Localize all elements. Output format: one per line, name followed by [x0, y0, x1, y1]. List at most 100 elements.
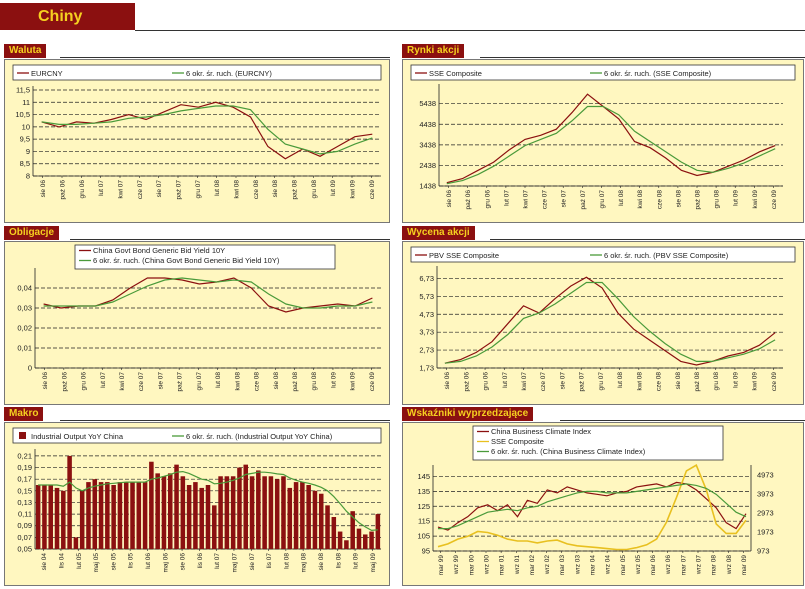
chart-waluta: EURCNY 6 okr. śr. ruch. (EURCNY) 8 8,5 9 9,5 1… — [12, 64, 382, 200]
x-tick-label: gru 07 — [196, 372, 203, 391]
x-tick-label: kwi 08 — [234, 372, 241, 391]
x-tick-label: lut 09 — [330, 372, 337, 388]
y-tick-label: 0,07 — [17, 533, 32, 542]
panel-title-rynki: Rynki akcji — [402, 44, 465, 58]
bar — [356, 528, 362, 549]
x-tick-label: mar 00 — [468, 555, 475, 576]
bar — [369, 531, 374, 549]
panel-rule-rynki — [480, 57, 805, 58]
bar — [61, 490, 66, 549]
y-tick-label: 135 — [417, 487, 430, 496]
y-tick-label: 8 — [26, 172, 30, 181]
series-line-2 — [444, 281, 776, 364]
x-tick-label: kwi 07 — [119, 372, 126, 391]
y-tick-label: 5438 — [419, 99, 436, 108]
x-tick-label: wrz 03 — [574, 555, 581, 576]
bar — [42, 485, 47, 549]
bar — [337, 531, 343, 549]
chart-makro: Industrial Output YoY China 6 okr. śr. ru… — [12, 427, 382, 573]
x-tick-label: gru 06 — [484, 190, 491, 209]
x-tick-label: cze 09 — [771, 372, 778, 392]
legend-label: SSE Composite — [491, 437, 544, 446]
legend-label: 6 okr. śr. ruch. (PBV SSE Composite) — [604, 251, 729, 260]
x-tick-label: kwi 07 — [521, 372, 528, 391]
x-tick-label: maj 08 — [301, 553, 308, 573]
y-tick-label: 2,73 — [419, 346, 434, 355]
x-tick-label: lis 08 — [335, 553, 342, 569]
y-tick-label: 125 — [417, 502, 430, 511]
y-tick-label: 2438 — [419, 161, 436, 170]
x-tick-label: kwi 08 — [637, 190, 644, 209]
y-tick-label: 6,73 — [419, 274, 434, 283]
x-tick-label: gru 08 — [311, 372, 318, 391]
x-axis-wskazniki: mar 99 wrz 99 mar 00 wrz 00 mar 01 wrz 01 mar … — [438, 551, 748, 575]
x-tick-label: lut 08 — [618, 190, 625, 206]
y-tick-label: 0,05 — [17, 545, 32, 554]
bar — [212, 505, 217, 549]
y2-tick-label: 4973 — [757, 471, 774, 480]
x-tick-label: cze 07 — [542, 190, 549, 210]
bar — [73, 537, 79, 549]
legend-box — [410, 64, 796, 81]
legend-label: China Govt Bond Generic Bid Yield 10Y — [93, 246, 225, 255]
bars-makro — [35, 455, 381, 549]
x-tick-label: sie 06 — [446, 190, 453, 208]
x-tick-label: cze 09 — [369, 180, 376, 200]
legend-label: 6 okr. śr. ruch. (Industrial Output YoY … — [186, 432, 333, 441]
x-tick-label: paź 07 — [580, 190, 587, 210]
x-tick-label: gru 06 — [483, 372, 490, 391]
legend-rynki: SSE Composite 6 okr. śr. ruch. (SSE Compo… — [410, 64, 796, 81]
x-tick-label: sie 08 — [675, 190, 682, 208]
x-tick-label: mar 08 — [711, 555, 718, 576]
x-tick-label: wrz 07 — [696, 555, 703, 576]
y-tick-label: 105 — [417, 532, 430, 541]
bar — [243, 464, 249, 549]
bar — [111, 485, 116, 549]
chart-panel-rynki: SSE Composite 6 okr. śr. ruch. (SSE Compo… — [402, 59, 804, 223]
bar — [325, 505, 330, 549]
y-tick-label: 0,21 — [17, 451, 32, 460]
x-tick-label: kwi 09 — [350, 372, 357, 391]
y-axis-rynki: 1438 2438 3438 4438 5438 — [419, 99, 783, 191]
legend-label: SSE Composite — [429, 69, 482, 78]
x-tick-label: paź 07 — [176, 180, 183, 200]
legend-box — [472, 425, 724, 461]
x-tick-label: paź 06 — [465, 190, 472, 210]
y-tick-label: 0,11 — [18, 510, 32, 519]
bar — [306, 485, 311, 549]
bar — [268, 476, 274, 549]
chart-panel-waluta: EURCNY 6 okr. śr. ruch. (EURCNY) 8 8,5 9 9,5 1… — [4, 59, 390, 223]
x-axis-wycena: sie 06 paź 06 gru 06 lut 07 kwi 07 cze 07 sie … — [444, 368, 778, 392]
bar — [218, 476, 223, 549]
bar — [193, 482, 198, 549]
bar — [186, 485, 192, 549]
bar — [86, 482, 91, 549]
x-tick-label: sie 07 — [561, 190, 568, 208]
bar — [312, 490, 318, 549]
x-tick-label: gru 08 — [713, 372, 720, 391]
bar — [117, 482, 123, 549]
x-tick-label: sie 08 — [273, 372, 280, 390]
bar — [98, 482, 104, 549]
x-tick-label: gru 07 — [599, 190, 606, 209]
bar — [167, 473, 173, 549]
series-line-1 — [444, 276, 776, 366]
x-tick-label: kwi 08 — [234, 180, 241, 199]
x-tick-label: wrz 05 — [635, 555, 642, 576]
series-line-3 — [438, 483, 747, 530]
legend-label: EURCNY — [31, 69, 63, 78]
legend-label: 6 okr. śr. ruch. (SSE Composite) — [604, 69, 712, 78]
bar — [142, 482, 148, 549]
x-tick-label: lut 08 — [617, 372, 624, 388]
bar — [300, 482, 305, 549]
series-line-1 — [446, 93, 776, 184]
x-tick-label: lis 07 — [266, 553, 273, 569]
x-tick-label: paź 06 — [60, 180, 67, 200]
x-tick-label: mar 07 — [680, 555, 687, 576]
series-line-2 — [446, 105, 776, 185]
chart-panel-makro: Industrial Output YoY China 6 okr. śr. ru… — [4, 422, 390, 586]
legend-box — [74, 244, 336, 270]
series-line-1 — [43, 277, 373, 313]
